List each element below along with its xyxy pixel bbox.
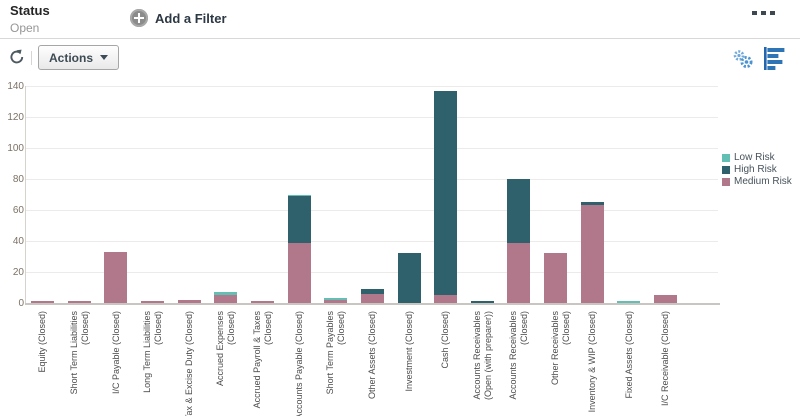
y-tick-label: 80 — [12, 174, 24, 185]
bar-segment[interactable] — [324, 299, 348, 303]
bar-segment[interactable] — [140, 301, 164, 303]
legend-item[interactable]: Medium Risk — [722, 177, 792, 187]
status-filter-value[interactable]: Open — [10, 21, 40, 35]
gridline — [25, 179, 718, 180]
bar-segment[interactable] — [580, 202, 604, 205]
bar-segment[interactable] — [104, 251, 128, 303]
y-tick-label: 120 — [7, 112, 24, 123]
legend-swatch-icon — [722, 178, 730, 186]
actions-button-label: Actions — [49, 50, 94, 65]
y-tick-label: 60 — [12, 205, 24, 216]
gears-icon[interactable] — [730, 49, 756, 69]
bar-segment[interactable] — [250, 301, 274, 303]
bar-segment[interactable] — [580, 204, 604, 303]
x-axis-label: Equity (Closed) — [37, 311, 48, 373]
refresh-icon[interactable] — [8, 48, 26, 66]
bar-segment[interactable] — [507, 179, 531, 243]
add-filter-button[interactable]: Add a Filter — [130, 9, 227, 27]
chevron-down-icon — [100, 55, 109, 60]
chart-legend: Low Risk High Risk Medium Risk — [722, 153, 792, 189]
add-filter-label: Add a Filter — [155, 10, 227, 26]
legend-label: Low Risk — [734, 152, 775, 163]
legend-swatch-icon — [722, 166, 730, 174]
y-tick-label: 40 — [12, 236, 24, 247]
bar-segment[interactable] — [214, 292, 238, 296]
y-axis-line — [25, 86, 26, 303]
x-axis-label: Other Receivables (Closed) — [550, 311, 571, 386]
gridline — [25, 117, 718, 118]
bar-segment[interactable] — [287, 196, 311, 243]
actions-button[interactable]: Actions — [38, 45, 120, 70]
bar-segment[interactable] — [360, 293, 384, 303]
bar-segment[interactable] — [31, 301, 54, 303]
toolbar-separator — [31, 51, 32, 65]
legend-label: High Risk — [734, 164, 777, 175]
bar-segment[interactable] — [287, 242, 311, 303]
bar-segment[interactable] — [654, 295, 678, 303]
bar-segment[interactable] — [324, 297, 348, 300]
bar-segment[interactable] — [617, 301, 641, 303]
x-axis-label: Short Term Payables (Closed) — [325, 311, 346, 395]
y-tick-label: 140 — [7, 81, 24, 92]
x-axis-line — [25, 303, 720, 305]
bar-segment[interactable] — [177, 299, 201, 303]
x-axis-label: Long Term Liabilities (Closed) — [141, 311, 163, 393]
x-axis-label: Other Assets (Closed) — [367, 311, 378, 400]
plus-circle-icon — [130, 9, 148, 27]
bar-segment[interactable] — [360, 289, 384, 294]
bar-segment[interactable] — [287, 194, 311, 197]
gridline — [25, 241, 718, 242]
ellipsis-dot — [752, 11, 757, 15]
x-axis-label: Accounts Payable (Closed) — [293, 311, 304, 416]
x-axis-label: Accounts Receivables (Closed) — [508, 311, 529, 400]
bar-segment[interactable] — [214, 295, 238, 303]
gridline — [25, 272, 718, 273]
x-axis-label: Accrued Payroll & Taxes (Closed) — [251, 311, 273, 409]
bar-segment[interactable] — [470, 300, 494, 303]
chart-toolbar: Actions — [0, 39, 800, 75]
x-axis-label: Accounts Receivables (Open (with prepare… — [471, 311, 493, 401]
legend-item[interactable]: Low Risk — [722, 153, 792, 163]
y-tick-label: 100 — [7, 143, 24, 154]
horizontal-bar-chart-icon[interactable] — [761, 46, 787, 71]
x-axis-label: Investment (Closed) — [403, 311, 414, 392]
x-axis-label: Fixed Assets (Closed) — [623, 311, 634, 399]
x-axis-label: Inventory & WIP (Closed) — [587, 311, 597, 413]
more-options-icon[interactable] — [750, 9, 777, 17]
gridline — [25, 210, 718, 211]
bar-segment[interactable] — [507, 242, 531, 303]
legend-item[interactable]: High Risk — [722, 165, 792, 175]
ellipsis-dot — [761, 11, 766, 15]
x-axis-label: Cash (Closed) — [440, 311, 451, 369]
x-axis-label: I/C Receivable (Closed) — [660, 311, 671, 407]
y-tick-label: 20 — [12, 267, 24, 278]
x-axis-label: Tax & Excise Duty (Closed) — [183, 311, 194, 416]
legend-swatch-icon — [722, 154, 730, 162]
bar-segment[interactable] — [434, 295, 458, 303]
filter-header: Status Open Add a Filter — [0, 0, 800, 39]
bar-segment[interactable] — [397, 253, 421, 303]
gridline — [25, 86, 718, 87]
bar-segment[interactable] — [544, 253, 568, 303]
x-axis-label: Short Term Liabilities (Closed) — [68, 311, 90, 395]
y-tick-label: 0 — [18, 298, 24, 309]
gridline — [25, 148, 718, 149]
x-axis-label: I/C Payable (Closed) — [110, 311, 121, 395]
ellipsis-dot — [770, 11, 775, 15]
page-title: Status — [10, 3, 50, 18]
x-axis-label: Accrued Expenses (Closed) — [215, 311, 236, 387]
legend-label: Medium Risk — [734, 176, 792, 187]
bar-segment[interactable] — [434, 90, 458, 296]
bar-segment[interactable] — [67, 301, 91, 303]
